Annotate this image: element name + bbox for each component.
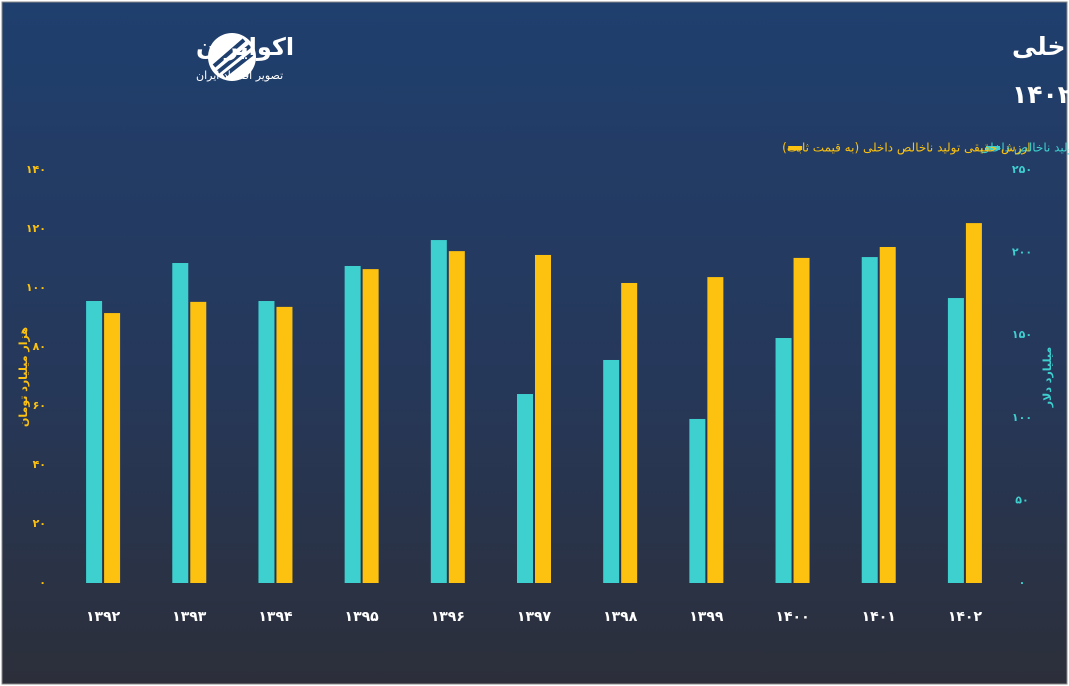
x-tick-label: ۱۴۰۰ bbox=[775, 609, 809, 625]
bar bbox=[603, 360, 619, 583]
y-tick-label: ۲۰ bbox=[33, 517, 46, 530]
bar bbox=[707, 277, 723, 583]
y-tick-label: ۱۴۰ bbox=[26, 163, 46, 176]
bar bbox=[345, 266, 361, 583]
chart: اکوایران تصویر اقتصاد ایران ارزش حقیقی و… bbox=[0, 0, 1069, 686]
x-tick-label: ۱۳۹۷ bbox=[517, 609, 552, 625]
bar bbox=[86, 301, 102, 583]
x-tick-label: ۱۳۹۹ bbox=[689, 609, 724, 625]
chart-title: ایران در فصل تابستان سال‌های ۱۳۹۲ تا ۱۴۰… bbox=[1012, 80, 1069, 110]
bar bbox=[966, 223, 982, 583]
chart-title: ارزش حقیقی و دلاری تولید ناخالص داخلی bbox=[1012, 32, 1069, 62]
bar bbox=[621, 283, 637, 583]
y2-tick-label: ۰ bbox=[1019, 576, 1026, 589]
logo: اکوایران تصویر اقتصاد ایران bbox=[196, 33, 294, 82]
bar bbox=[776, 338, 792, 583]
bar bbox=[689, 419, 705, 583]
x-tick-label: ۱۳۹۳ bbox=[172, 609, 207, 625]
bar bbox=[880, 247, 896, 583]
x-tick-label: ۱۴۰۱ bbox=[862, 609, 896, 625]
y-tick-label: ۱۲۰ bbox=[26, 222, 46, 235]
bar bbox=[258, 301, 274, 583]
y2-tick-label: ۱۰۰ bbox=[1012, 411, 1032, 424]
y-tick-label: ۸۰ bbox=[33, 340, 46, 353]
y2-tick-label: ۵۰ bbox=[1015, 493, 1028, 506]
bar bbox=[794, 258, 810, 583]
x-tick-label: ۱۳۹۸ bbox=[603, 609, 638, 625]
background bbox=[2, 2, 1067, 684]
y-tick-label: ۶۰ bbox=[33, 399, 46, 412]
x-tick-label: ۱۳۹۲ bbox=[86, 609, 121, 625]
bar bbox=[190, 302, 206, 583]
y2-tick-label: ۲۰۰ bbox=[1012, 246, 1032, 259]
bar bbox=[449, 251, 465, 583]
bar bbox=[535, 255, 551, 583]
legend-label: ارزش حقیقی تولید ناخالص داخلی (به قیمت ث… bbox=[782, 141, 1030, 156]
bar bbox=[104, 313, 120, 583]
bar bbox=[363, 269, 379, 583]
y-tick-label: ۱۰۰ bbox=[26, 281, 46, 294]
y2-tick-label: ۲۵۰ bbox=[1012, 163, 1032, 176]
x-tick-label: ۱۴۰۲ bbox=[948, 609, 983, 625]
bar bbox=[862, 257, 878, 583]
x-tick-label: ۱۳۹۵ bbox=[345, 609, 380, 625]
y-tick-label: ۰ bbox=[39, 576, 46, 589]
bar bbox=[431, 240, 447, 583]
bar bbox=[517, 394, 533, 583]
y2-axis-label: میلیارد دلار bbox=[1041, 347, 1054, 408]
bar bbox=[276, 307, 292, 583]
y-axis-label: هزار میلیارد تومان bbox=[17, 327, 30, 427]
x-tick-label: ۱۳۹۶ bbox=[431, 609, 465, 625]
bar bbox=[172, 263, 188, 583]
y-tick-label: ۴۰ bbox=[33, 458, 46, 471]
brand-tagline: تصویر اقتصاد ایران bbox=[196, 69, 283, 82]
y2-tick-label: ۱۵۰ bbox=[1012, 328, 1032, 341]
bar bbox=[948, 298, 964, 583]
x-tick-label: ۱۳۹۴ bbox=[258, 609, 293, 625]
brand-name: اکوایران bbox=[196, 33, 294, 61]
